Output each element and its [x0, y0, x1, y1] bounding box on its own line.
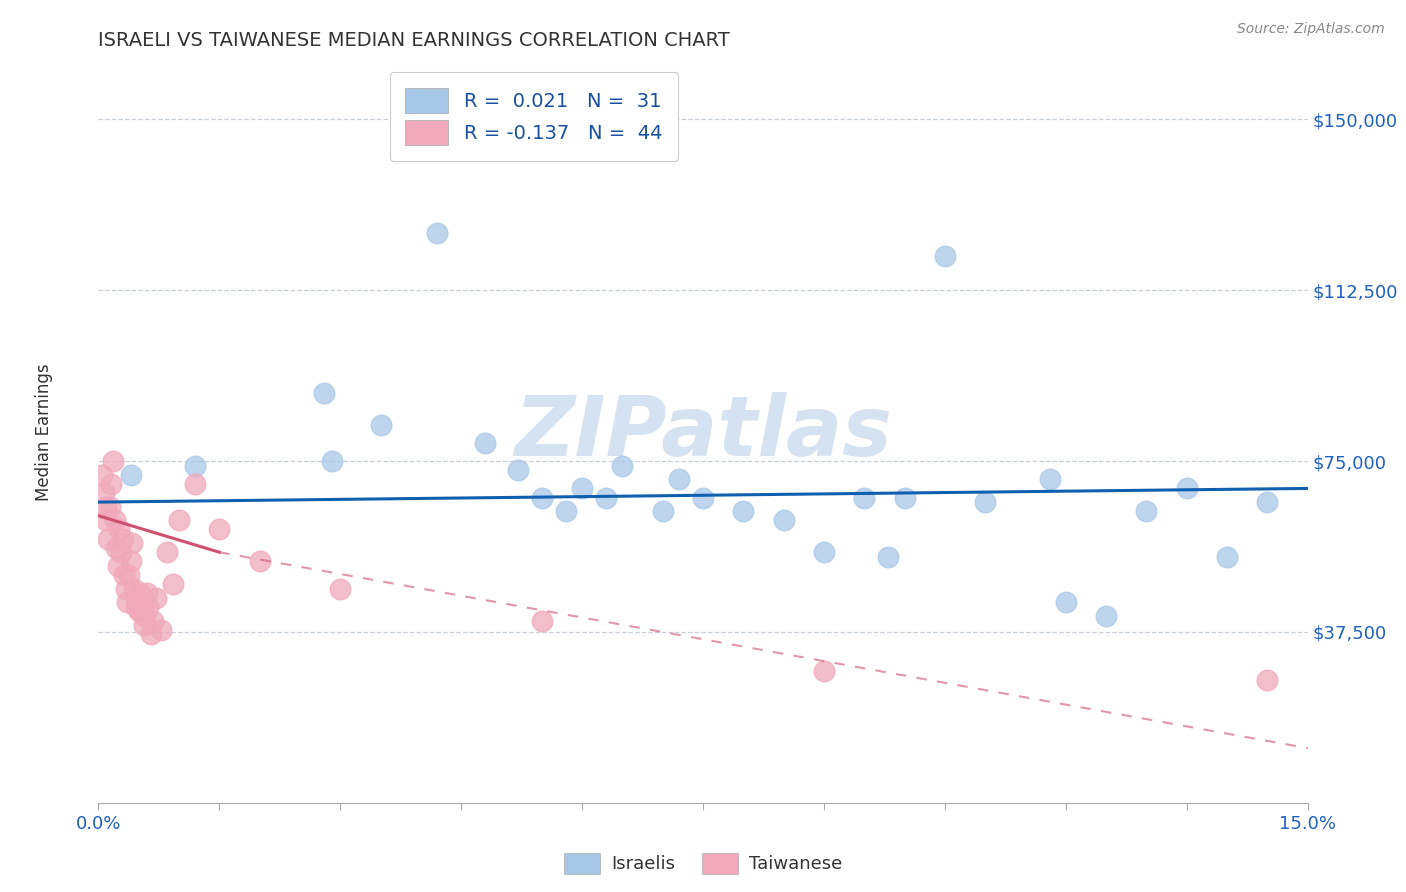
Point — [156, 545, 179, 559]
Point — [118, 568, 141, 582]
Point — [692, 491, 714, 505]
Point — [813, 664, 835, 678]
Point — [120, 554, 142, 568]
Point — [145, 591, 167, 605]
Point — [1039, 472, 1062, 486]
Point — [93, 486, 115, 500]
Text: ISRAELI VS TAIWANESE MEDIAN EARNINGS CORRELATION CHART: ISRAELI VS TAIWANESE MEDIAN EARNINGS COR… — [98, 30, 730, 50]
Point — [128, 604, 150, 618]
Point — [139, 627, 162, 641]
Point — [1054, 595, 1077, 609]
Point — [120, 467, 142, 482]
Point — [321, 454, 343, 468]
Point — [1135, 504, 1157, 518]
Point — [110, 545, 132, 559]
Point — [530, 614, 553, 628]
Point — [668, 472, 690, 486]
Point — [1256, 673, 1278, 687]
Point — [117, 595, 139, 609]
Point — [1175, 482, 1198, 496]
Point — [150, 623, 173, 637]
Point — [129, 586, 152, 600]
Point — [184, 458, 207, 473]
Point — [426, 227, 449, 241]
Point — [249, 554, 271, 568]
Point — [132, 618, 155, 632]
Point — [103, 513, 125, 527]
Point — [370, 417, 392, 432]
Point — [893, 491, 915, 505]
Text: ZIPatlas: ZIPatlas — [515, 392, 891, 473]
Point — [506, 463, 529, 477]
Point — [162, 577, 184, 591]
Point — [111, 532, 134, 546]
Point — [114, 582, 136, 596]
Point — [167, 513, 190, 527]
Legend: Israelis, Taiwanese: Israelis, Taiwanese — [555, 844, 851, 882]
Point — [91, 467, 114, 482]
Point — [94, 500, 117, 514]
Point — [314, 385, 336, 400]
Text: Median Earnings: Median Earnings — [35, 364, 53, 501]
Point — [105, 541, 128, 555]
Point — [1095, 609, 1118, 624]
Point — [142, 614, 165, 628]
Point — [101, 454, 124, 468]
Point — [134, 609, 156, 624]
Point — [97, 532, 120, 546]
Point — [974, 495, 997, 509]
Point — [571, 482, 593, 496]
Point — [184, 476, 207, 491]
Point — [329, 582, 352, 596]
Point — [934, 249, 956, 263]
Point — [124, 599, 146, 614]
Point — [100, 476, 122, 491]
Point — [131, 604, 153, 618]
Point — [612, 458, 634, 473]
Point — [877, 549, 900, 564]
Point — [107, 558, 129, 573]
Point — [122, 582, 145, 596]
Point — [1256, 495, 1278, 509]
Point — [112, 568, 135, 582]
Point — [651, 504, 673, 518]
Point — [121, 536, 143, 550]
Point — [1216, 549, 1239, 564]
Point — [813, 545, 835, 559]
Point — [208, 523, 231, 537]
Point — [127, 591, 149, 605]
Point — [474, 435, 496, 450]
Point — [108, 523, 131, 537]
Point — [135, 586, 157, 600]
Point — [555, 504, 578, 518]
Point — [733, 504, 755, 518]
Point — [595, 491, 617, 505]
Point — [772, 513, 794, 527]
Point — [98, 500, 121, 514]
Point — [138, 599, 160, 614]
Text: Source: ZipAtlas.com: Source: ZipAtlas.com — [1237, 22, 1385, 37]
Point — [96, 513, 118, 527]
Point — [530, 491, 553, 505]
Point — [853, 491, 876, 505]
